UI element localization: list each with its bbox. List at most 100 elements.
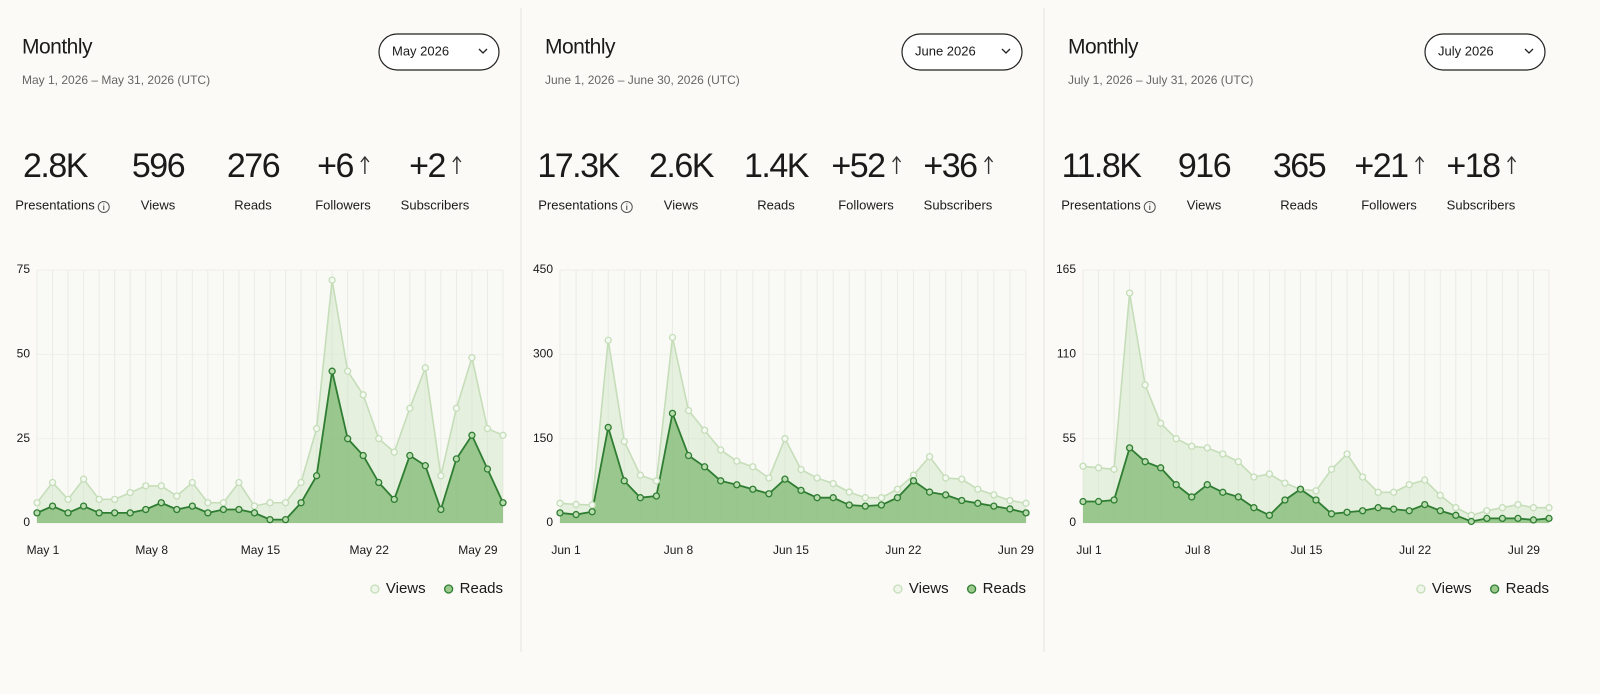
point: [604, 336, 612, 344]
x-tick-label: Jun 1: [551, 543, 581, 557]
point: [1545, 504, 1553, 512]
panel-title: Monthly: [1068, 36, 1139, 59]
point: [250, 502, 259, 510]
point: [813, 494, 821, 502]
x-tick-label: Jun 29: [998, 543, 1034, 557]
point: [157, 499, 165, 507]
point: [717, 477, 725, 485]
point: [556, 499, 564, 507]
point: [942, 491, 950, 499]
up-arrow: [360, 155, 370, 174]
chevron[interactable]: [478, 48, 488, 54]
point: [188, 502, 196, 510]
stat-value: +52: [831, 147, 885, 185]
y-tick-label: 450: [533, 262, 553, 276]
point: [375, 435, 383, 443]
point: [700, 426, 709, 434]
point: [781, 435, 789, 443]
stat-value: 916: [1178, 147, 1231, 185]
point: [1327, 510, 1336, 518]
point: [79, 502, 88, 510]
point: [1141, 381, 1149, 389]
info-icon: [1143, 201, 1156, 213]
point: [1390, 505, 1398, 513]
stat-label: Views: [1187, 197, 1222, 212]
y-tick-label: 0: [546, 515, 553, 529]
stat-label: Presentations: [15, 197, 95, 212]
point: [829, 479, 837, 488]
month-dropdown[interactable]: May 2026: [378, 33, 500, 71]
stat-label: Views: [664, 197, 699, 212]
month-dropdown[interactable]: July 2026: [1424, 33, 1546, 71]
point: [1405, 507, 1413, 515]
point: [437, 472, 445, 480]
point: [375, 478, 383, 487]
point: [281, 499, 290, 507]
up-arrow: [452, 155, 462, 174]
legend-label: Reads: [983, 580, 1026, 597]
point: [1157, 464, 1165, 472]
point: [48, 478, 57, 487]
point: [219, 505, 228, 514]
point: [79, 475, 88, 483]
month-dropdown[interactable]: June 2026: [901, 33, 1023, 71]
point: [556, 509, 564, 517]
point: [925, 453, 934, 461]
x-tick-label: May 29: [458, 543, 498, 557]
x-tick-label: Jun 15: [773, 543, 809, 557]
point: [1436, 491, 1444, 500]
point: [684, 406, 693, 415]
point: [48, 502, 57, 510]
chevron[interactable]: [1001, 48, 1011, 54]
stat-label: Reads: [757, 197, 795, 212]
point: [1157, 419, 1165, 427]
stat-label: Subscribers: [924, 197, 993, 212]
point: [1343, 450, 1351, 458]
point: [1312, 496, 1320, 504]
stat-label: Followers: [838, 197, 894, 212]
point: [1094, 497, 1103, 506]
dropdown-box[interactable]: [1424, 33, 1546, 71]
chevron[interactable]: [1524, 48, 1534, 54]
point: [572, 510, 580, 519]
point: [990, 491, 998, 499]
dropdown-label[interactable]: June 2026: [915, 43, 976, 58]
dropdown-label[interactable]: July 2026: [1438, 43, 1494, 58]
point: [797, 465, 805, 474]
point: [717, 446, 725, 454]
point: [861, 502, 869, 510]
dropdown-box[interactable]: [901, 33, 1023, 71]
up-arrow: [1415, 155, 1425, 174]
point: [1312, 487, 1320, 495]
point: [157, 482, 165, 490]
point: [1452, 511, 1460, 519]
point: [636, 494, 644, 502]
point: [861, 494, 869, 502]
point: [1529, 516, 1538, 524]
point: [1327, 465, 1336, 473]
point: [845, 488, 853, 496]
date-range: June 1, 2026 – June 30, 2026 (UTC): [545, 73, 740, 87]
point: [781, 475, 789, 483]
point: [142, 505, 150, 514]
point: [1483, 507, 1491, 515]
point: [652, 477, 661, 485]
point: [142, 482, 150, 490]
point: [483, 465, 492, 473]
dropdown-label[interactable]: May 2026: [392, 43, 449, 58]
point: [173, 505, 181, 514]
dropdown-box[interactable]: [378, 33, 500, 71]
stat-value: 596: [132, 147, 185, 185]
point: [1436, 507, 1444, 515]
point: [797, 486, 805, 495]
x-tick-label: Jul 15: [1290, 543, 1322, 557]
legend-label: Reads: [460, 580, 503, 597]
point: [990, 502, 998, 510]
stat-value: 2.6K: [649, 147, 715, 185]
point: [344, 367, 352, 375]
stat-label: Subscribers: [401, 197, 470, 212]
point: [942, 474, 950, 482]
point: [328, 276, 336, 284]
point: [974, 499, 982, 507]
point: [1498, 514, 1507, 523]
